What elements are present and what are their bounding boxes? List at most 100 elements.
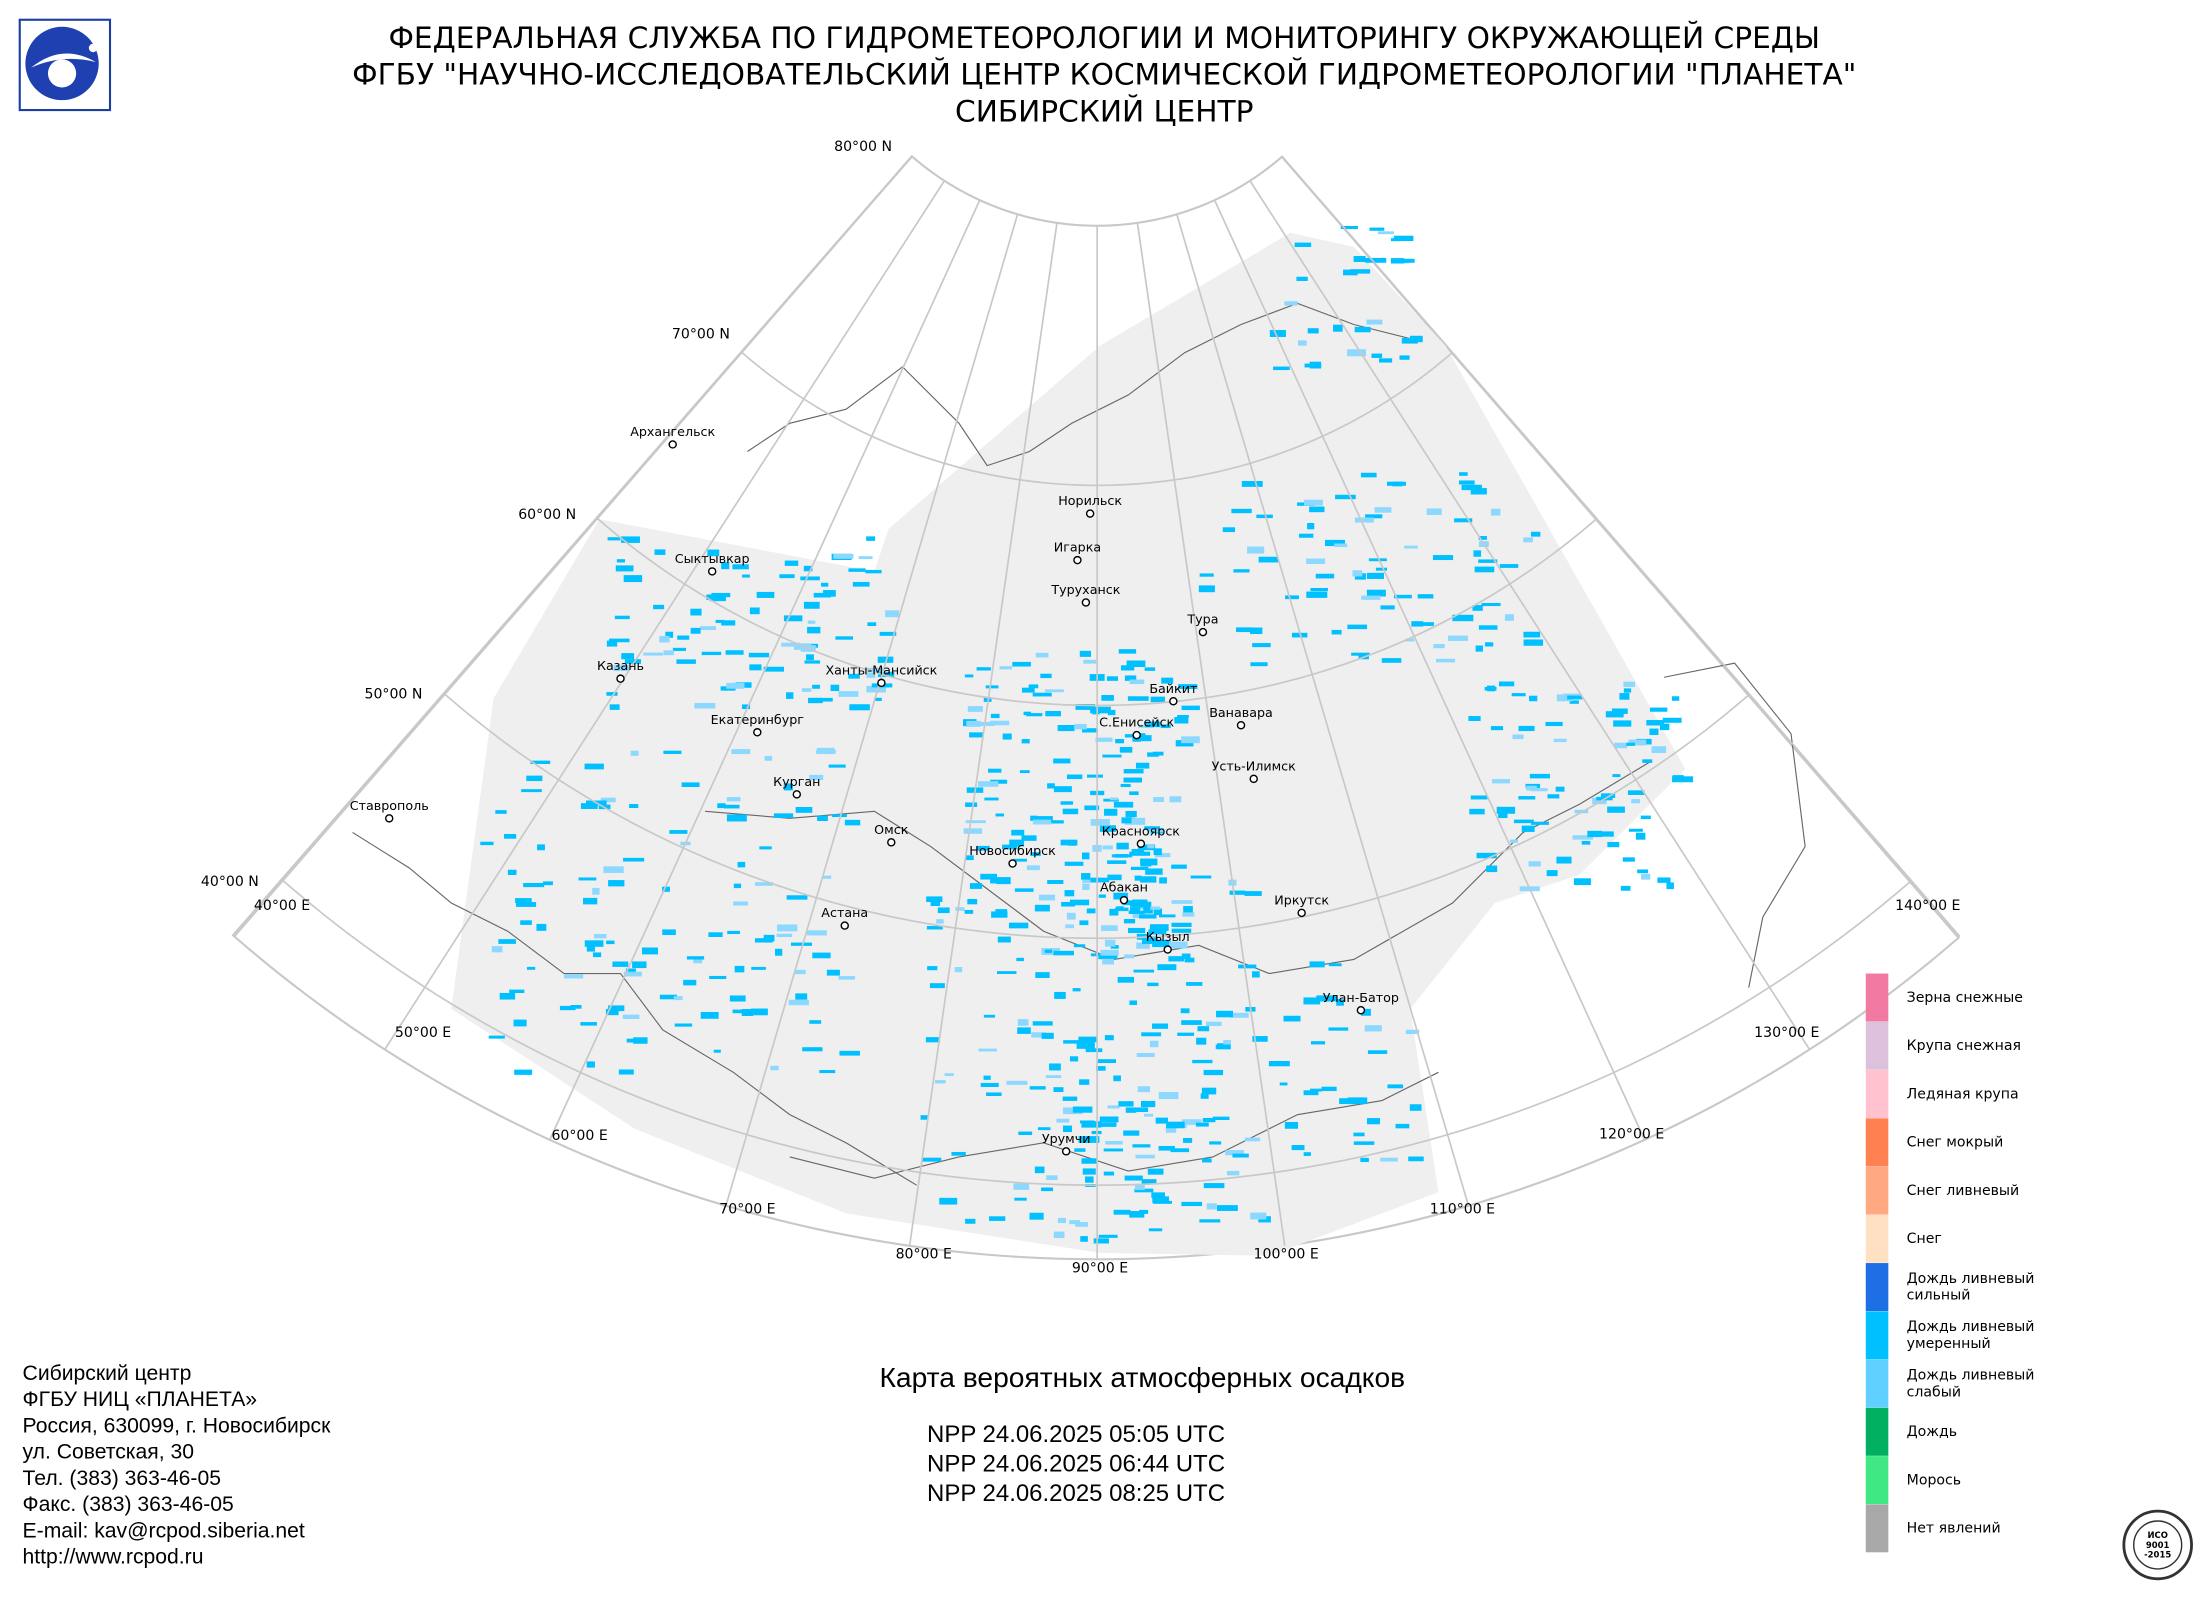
precip-cell <box>625 968 636 974</box>
precip-cell <box>1241 481 1263 487</box>
precip-cell <box>1200 1093 1209 1099</box>
precip-cell <box>816 747 835 755</box>
precip-cell <box>1079 1120 1095 1124</box>
precip-cell <box>795 806 813 813</box>
city-dot <box>1061 1147 1071 1156</box>
precip-cell <box>1098 894 1106 898</box>
precip-cell <box>990 713 1000 719</box>
meridian <box>384 180 946 1050</box>
precip-cell <box>786 692 794 699</box>
precip-cell <box>1381 658 1402 663</box>
lat-label: 50°00 N <box>364 686 422 702</box>
precip-cell <box>1365 514 1383 519</box>
precip-cell <box>1125 810 1137 818</box>
precip-cell <box>1147 982 1159 987</box>
precip-cell <box>1124 1175 1143 1181</box>
city-dot <box>668 440 677 449</box>
precip-cell <box>586 945 596 952</box>
precip-cell <box>1102 958 1115 965</box>
precip-cell <box>1123 769 1144 774</box>
precip-cell <box>1029 1212 1044 1220</box>
legend-label: Дождь ливневый <box>1907 1367 2035 1383</box>
precip-cell <box>1209 1141 1222 1145</box>
precip-cell <box>1649 707 1668 712</box>
precip-cell <box>504 833 517 839</box>
precip-cell <box>1026 865 1040 871</box>
map: 80°00 N 70°00 N 60°00 N 50°00 N 40°00 N 40°00… <box>201 139 1961 1277</box>
precip-cell <box>1498 812 1508 819</box>
precip-cell <box>663 650 674 656</box>
city-dot <box>840 921 849 930</box>
precip-cell <box>944 1073 954 1077</box>
precip-cell <box>1199 573 1214 577</box>
precip-cell <box>801 688 812 692</box>
precip-cell <box>1291 1145 1305 1151</box>
precip-cell <box>1334 543 1348 548</box>
precip-cell <box>1045 711 1061 717</box>
precip-cell <box>1175 740 1194 747</box>
precip-cell <box>613 665 630 672</box>
precip-cell <box>1230 1012 1249 1018</box>
precip-cell <box>1081 1158 1098 1164</box>
precip-cell <box>844 819 861 826</box>
precip-cell <box>717 803 726 809</box>
city-dot <box>1008 859 1017 868</box>
precip-cell <box>700 626 716 630</box>
precip-cell <box>1226 1170 1240 1176</box>
precip-cell <box>867 667 885 673</box>
precip-cell <box>586 1061 595 1068</box>
precip-cell <box>1081 873 1091 880</box>
precip-cell <box>1310 587 1328 592</box>
precip-cell <box>1657 877 1671 883</box>
legend-swatch <box>1865 1504 1889 1553</box>
precip-cell <box>1555 786 1565 792</box>
precip-cell <box>1135 762 1150 769</box>
precip-cell <box>632 961 647 969</box>
precip-cell <box>1082 728 1098 733</box>
precip-cell <box>564 974 584 979</box>
precip-cell <box>965 820 986 824</box>
precip-cell <box>1390 258 1405 264</box>
precip-cell <box>754 882 773 886</box>
precip-cell <box>1613 720 1632 727</box>
precip-cell <box>1623 681 1636 687</box>
precip-cell <box>838 691 859 697</box>
precip-cell <box>1294 242 1312 248</box>
precip-cell <box>1150 696 1165 703</box>
coverage-area <box>451 232 1686 1256</box>
precip-cell <box>1569 700 1579 704</box>
city-dot <box>1198 627 1208 637</box>
precip-cell <box>806 654 814 661</box>
contact: Сибирский центр ФГБУ НИЦ «ПЛАНЕТА» Россия,… <box>23 1362 332 1569</box>
city-dot <box>1081 598 1091 607</box>
precip-cell <box>1076 1042 1095 1049</box>
legend-label: Ледяная крупа <box>1907 1086 2019 1102</box>
precip-cell <box>559 1005 576 1011</box>
precip-cell <box>623 575 643 583</box>
precip-cell <box>1476 852 1497 859</box>
precip-cell <box>663 750 682 754</box>
precip-cell <box>677 635 690 640</box>
precip-cell <box>1056 1118 1070 1123</box>
lon-label: 100°00 E <box>1254 1247 1319 1263</box>
precip-cell <box>1121 817 1132 824</box>
city-dot <box>1236 720 1246 730</box>
precip-cell <box>1124 817 1146 825</box>
legend-label: Снег <box>1907 1231 1942 1247</box>
header-line: ФГБУ "НАУЧНО-ИССЛЕДОВАТЕЛЬСКИЙ ЦЕНТР КОС… <box>352 57 1856 92</box>
precip-cell <box>1066 912 1076 920</box>
precip-cell <box>964 909 974 914</box>
lon-label: 110°00 E <box>1430 1201 1495 1217</box>
precip-cell <box>1366 319 1383 325</box>
legend-label: Дождь <box>1907 1424 1957 1440</box>
precip-cell <box>1199 1219 1221 1223</box>
precip-cell <box>1116 842 1129 850</box>
precip-cell <box>1181 953 1191 959</box>
precip-cell <box>795 993 808 1000</box>
precip-cell <box>1102 754 1122 758</box>
precip-cell <box>729 995 746 1002</box>
precip-cell <box>725 650 744 655</box>
precip-cell <box>690 627 701 634</box>
precip-cell <box>800 576 820 581</box>
